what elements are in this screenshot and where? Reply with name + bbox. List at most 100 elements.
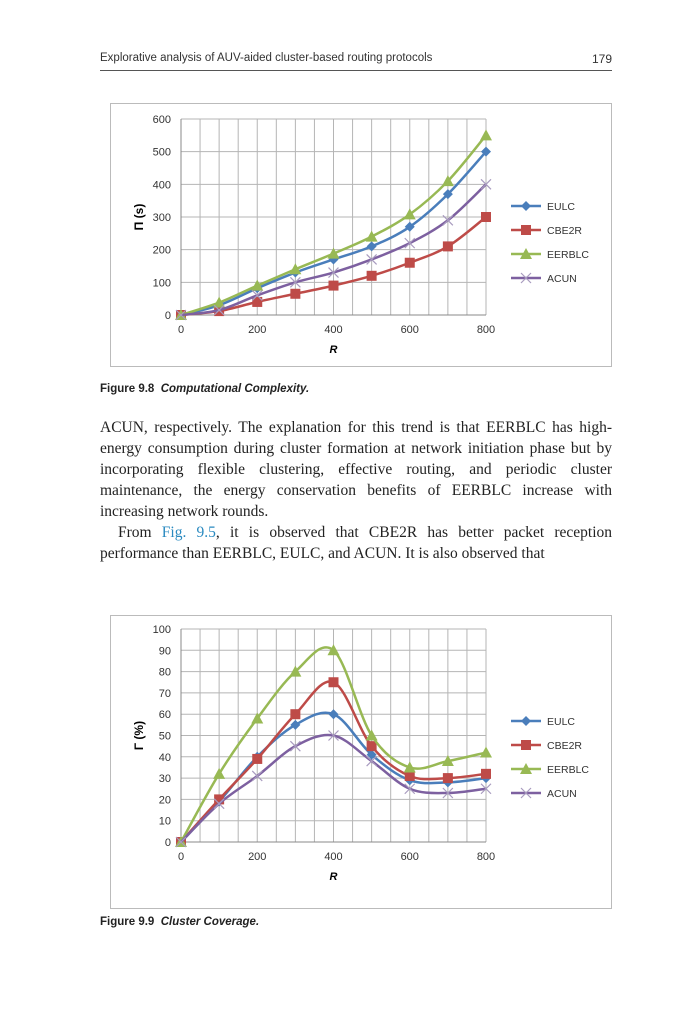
data-point-triangle (251, 712, 264, 724)
legend-label-eulc: EULC (547, 716, 575, 728)
x-tick-label: 800 (477, 851, 495, 863)
data-point-diamond (366, 241, 377, 252)
y-tick-label: 200 (153, 245, 171, 257)
data-point-triangle (365, 230, 378, 242)
text: From (118, 524, 162, 541)
data-point-square (366, 741, 377, 752)
data-point-x (442, 214, 454, 226)
header-rule (100, 70, 612, 71)
data-point-triangle (289, 263, 302, 275)
figure-label: Figure 9.8 (100, 383, 155, 395)
y-tick-label: 30 (159, 773, 171, 785)
data-point-square (252, 296, 263, 307)
data-point-square (214, 794, 225, 805)
data-point-x (480, 783, 492, 795)
x-tick-label: 600 (401, 851, 419, 863)
data-point-square (442, 241, 453, 252)
data-point-x (289, 276, 301, 288)
figure-caption-1: Figure 9.8 Computational Complexity. (100, 383, 309, 395)
data-point-square (404, 257, 415, 268)
y-tick-label: 0 (165, 837, 171, 849)
paragraph: From Fig. 9.5, it is observed that CBE2R… (100, 522, 612, 564)
data-point-triangle (327, 247, 340, 259)
data-point-x (213, 304, 225, 316)
data-point-x (520, 272, 532, 284)
data-point-triangle (213, 296, 226, 308)
y-tick-label: 60 (159, 709, 171, 721)
x-tick-label: 400 (324, 324, 342, 336)
data-point-diamond (481, 146, 491, 157)
data-point-triangle (365, 729, 378, 741)
data-point-square (328, 677, 339, 688)
data-point-x (251, 289, 263, 301)
x-axis-label: R (330, 871, 338, 883)
x-tick-label: 600 (401, 324, 419, 336)
y-tick-label: 20 (159, 794, 171, 806)
figure-title: Computational Complexity. (160, 383, 310, 395)
data-point-square (404, 770, 415, 781)
data-point-triangle (251, 279, 264, 291)
data-point-triangle (327, 644, 340, 656)
data-point-triangle (403, 761, 416, 773)
x-axis-label: R (330, 344, 338, 356)
data-point-triangle (480, 129, 492, 141)
data-point-square (521, 740, 531, 750)
data-point-square (328, 280, 339, 291)
legend-label-cbe2r: CBE2R (547, 740, 582, 752)
data-point-x (213, 798, 225, 810)
legend-label-acun: ACUN (547, 788, 577, 800)
running-header: Explorative analysis of AUV-aided cluste… (100, 52, 612, 66)
paragraph: ACUN, respectively. The explanation for … (100, 419, 612, 520)
x-tick-label: 0 (178, 324, 184, 336)
data-point-square (521, 225, 531, 235)
data-point-square (252, 753, 263, 764)
y-tick-label: 80 (159, 667, 171, 679)
data-point-square (290, 709, 301, 720)
data-point-x (366, 254, 378, 265)
y-axis-label: Γ (%) (132, 721, 146, 750)
data-point-x (404, 237, 416, 249)
data-point-x (480, 178, 492, 190)
y-axis-label: Π (s) (132, 204, 146, 231)
text: , it is observed that CBE2R has better p… (100, 524, 612, 562)
data-point-triangle (480, 746, 492, 758)
data-point-diamond (290, 719, 301, 730)
legend-label-acun: ACUN (547, 273, 577, 285)
chart-computational-complexity: 0 100 200 300 400 500 600 0 200 400 600 800 R Π (s) EU… (110, 103, 612, 367)
data-point-square (290, 288, 301, 299)
running-title: Explorative analysis of AUV-aided cluste… (100, 52, 433, 64)
data-point-square (481, 212, 491, 222)
x-tick-label: 0 (178, 851, 184, 863)
y-tick-label: 300 (153, 212, 171, 224)
legend-label-cbe2r: CBE2R (547, 225, 582, 237)
y-tick-label: 40 (159, 752, 171, 764)
legend-label-eerblc: EERBLC (547, 764, 589, 776)
data-point-triangle (520, 248, 532, 259)
data-point-diamond (521, 201, 531, 211)
x-tick-label: 200 (248, 851, 266, 863)
figure-link[interactable]: Fig. 9.5 (161, 524, 216, 541)
x-tick-label: 800 (477, 324, 495, 336)
body-text: ACUN, respectively. The explanation for … (100, 417, 612, 564)
data-point-x (366, 755, 378, 767)
data-point-x (328, 730, 339, 741)
data-point-square (442, 773, 453, 784)
data-point-x (289, 740, 301, 752)
data-point-diamond (521, 716, 531, 726)
y-tick-label: 50 (159, 731, 171, 743)
figure-label: Figure 9.9 (100, 916, 155, 928)
figure-title: Cluster Coverage. (160, 916, 260, 928)
y-tick-label: 100 (153, 624, 171, 636)
y-tick-label: 400 (153, 179, 171, 191)
data-point-diamond (404, 221, 415, 232)
x-tick-label: 400 (324, 851, 342, 863)
data-point-diamond (442, 189, 453, 200)
data-point-diamond (366, 749, 377, 760)
data-point-x (175, 309, 187, 321)
y-tick-label: 90 (159, 645, 171, 657)
data-point-triangle (441, 755, 454, 767)
y-tick-label: 0 (165, 310, 171, 322)
data-point-triangle (520, 763, 532, 774)
data-point-diamond (328, 709, 339, 720)
